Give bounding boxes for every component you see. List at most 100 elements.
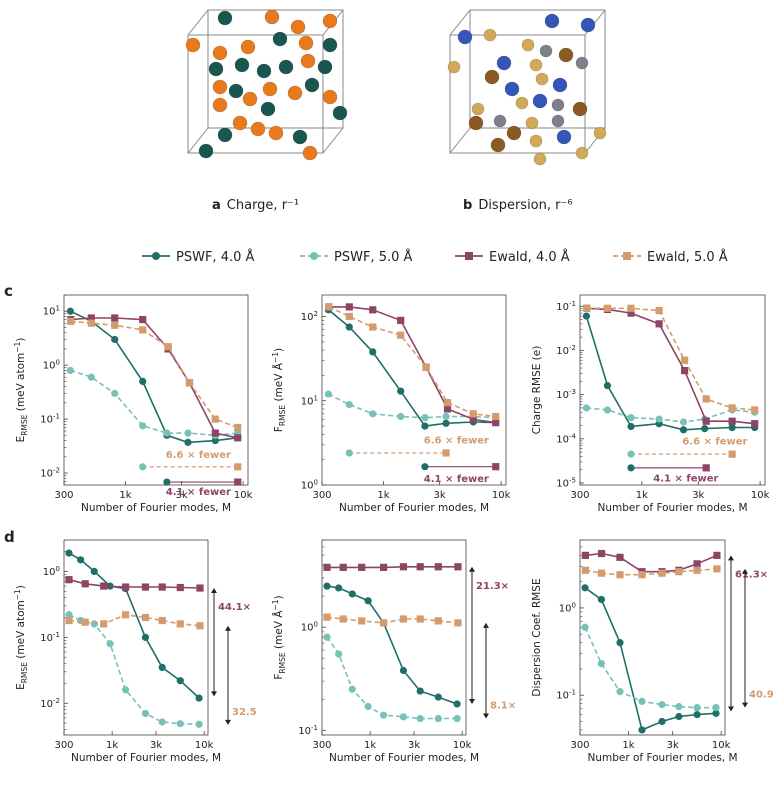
x-tick-label: 3k (434, 490, 446, 501)
plot-frame (321, 539, 467, 736)
data-point (211, 415, 219, 423)
series-line (70, 310, 238, 444)
particle-sphere (529, 134, 543, 148)
fewer-annotation: 6.6 × fewer (139, 450, 242, 471)
series-line (70, 369, 238, 437)
data-point (658, 569, 666, 577)
data-point (597, 569, 606, 577)
annotation-marker (702, 464, 710, 472)
legend: PSWF, 4.0 Å PSWF, 5.0 Å Ewald, 4.0 Å Ewald,… (142, 249, 728, 265)
data-point (453, 700, 461, 708)
ratio-label: 61.3× (735, 569, 768, 580)
data-point (176, 620, 184, 628)
data-point (139, 422, 147, 430)
particle-sphere (506, 125, 522, 141)
legend-marker (310, 252, 318, 260)
particle-sphere (484, 69, 500, 85)
x-tick-label: 10k (492, 490, 511, 501)
particle-sphere (198, 143, 214, 159)
data-point (164, 343, 172, 351)
data-point (141, 613, 150, 622)
series-line (585, 315, 755, 431)
data-point (234, 423, 242, 432)
data-point (364, 702, 372, 711)
series-ewald4 (323, 563, 462, 571)
y-tick-label: 101 (43, 305, 60, 318)
data-point (87, 319, 95, 327)
fewer-annotation: 6.6 × fewer (627, 436, 748, 458)
x-axis-label: Number of Fourier modes, M (339, 502, 489, 514)
data-point (211, 429, 219, 437)
particle-sphere (544, 13, 560, 29)
plot-frame (579, 294, 766, 486)
particle-sphere (496, 55, 512, 71)
annotation-marker (234, 463, 242, 471)
caption-a: a Charge, r⁻¹ (212, 198, 299, 213)
particle-sphere (250, 121, 266, 137)
data-point (442, 412, 450, 421)
series-ewald5 (323, 613, 462, 627)
data-point (121, 583, 130, 591)
series-line (328, 393, 496, 419)
data-point (323, 563, 331, 571)
particle-sphere (242, 91, 258, 107)
ratio-arrow (728, 555, 734, 712)
data-point (67, 317, 75, 325)
chart-d-energy: 300 1k 3k 10k 10-2 10-1 100 Number of Fourier m… (13, 539, 258, 764)
data-point (603, 304, 612, 312)
ratio-arrow (742, 568, 748, 708)
ratio-label: 32.5× (232, 707, 258, 718)
chart-d-force: 300 1k 3k 10k 10-1 100 Number of Fourier modes… (271, 539, 516, 764)
annotation-marker (492, 463, 500, 471)
data-point (693, 710, 701, 719)
data-point (582, 312, 591, 320)
particle-sphere (292, 129, 308, 145)
data-point (348, 590, 356, 598)
y-tick-label: 10-1 (40, 631, 60, 644)
particle-sphere (539, 44, 553, 58)
data-point (158, 718, 166, 726)
data-point (81, 618, 89, 626)
data-point (195, 694, 203, 702)
data-point (335, 584, 343, 592)
series-ewald5 (67, 317, 242, 432)
particle-sphere (525, 116, 539, 130)
series-pswf5 (65, 611, 203, 728)
data-point (581, 566, 589, 574)
particle-sphere (558, 47, 574, 63)
data-point (421, 414, 429, 422)
panel-label-c: c (4, 282, 13, 300)
series-pswf5 (323, 633, 461, 723)
particle-sphere (212, 97, 228, 113)
legend-marker (623, 252, 631, 260)
ratio-arrow (225, 625, 231, 725)
particle-sphere (234, 57, 250, 73)
data-point (139, 315, 147, 324)
data-point (163, 429, 171, 437)
series-pswf4 (582, 312, 759, 434)
data-point (369, 306, 377, 314)
particle-sphere (264, 9, 280, 25)
data-point (616, 639, 624, 647)
ratio-label: 40.9× (749, 690, 775, 701)
data-point (339, 563, 347, 571)
series-ewald5 (583, 304, 759, 414)
data-point (158, 583, 166, 591)
data-point (335, 650, 343, 658)
annotation-label: 6.6 × fewer (166, 450, 231, 461)
data-point (111, 321, 119, 329)
data-point (348, 685, 356, 693)
annotation-label: 6.6 × fewer (424, 436, 489, 447)
x-tick-label: 1k (106, 740, 118, 751)
x-tick-label: 1k (119, 490, 131, 501)
data-point (141, 583, 150, 591)
series-line (68, 614, 200, 726)
x-tick-label: 300 (570, 490, 589, 501)
data-point (443, 405, 452, 413)
data-point (324, 390, 332, 398)
data-point (421, 422, 429, 430)
x-tick-label: 10k (751, 490, 770, 501)
data-point (323, 633, 331, 641)
x-axis-label: Number of Fourier modes, M (81, 502, 231, 514)
annotation-marker (139, 463, 147, 471)
